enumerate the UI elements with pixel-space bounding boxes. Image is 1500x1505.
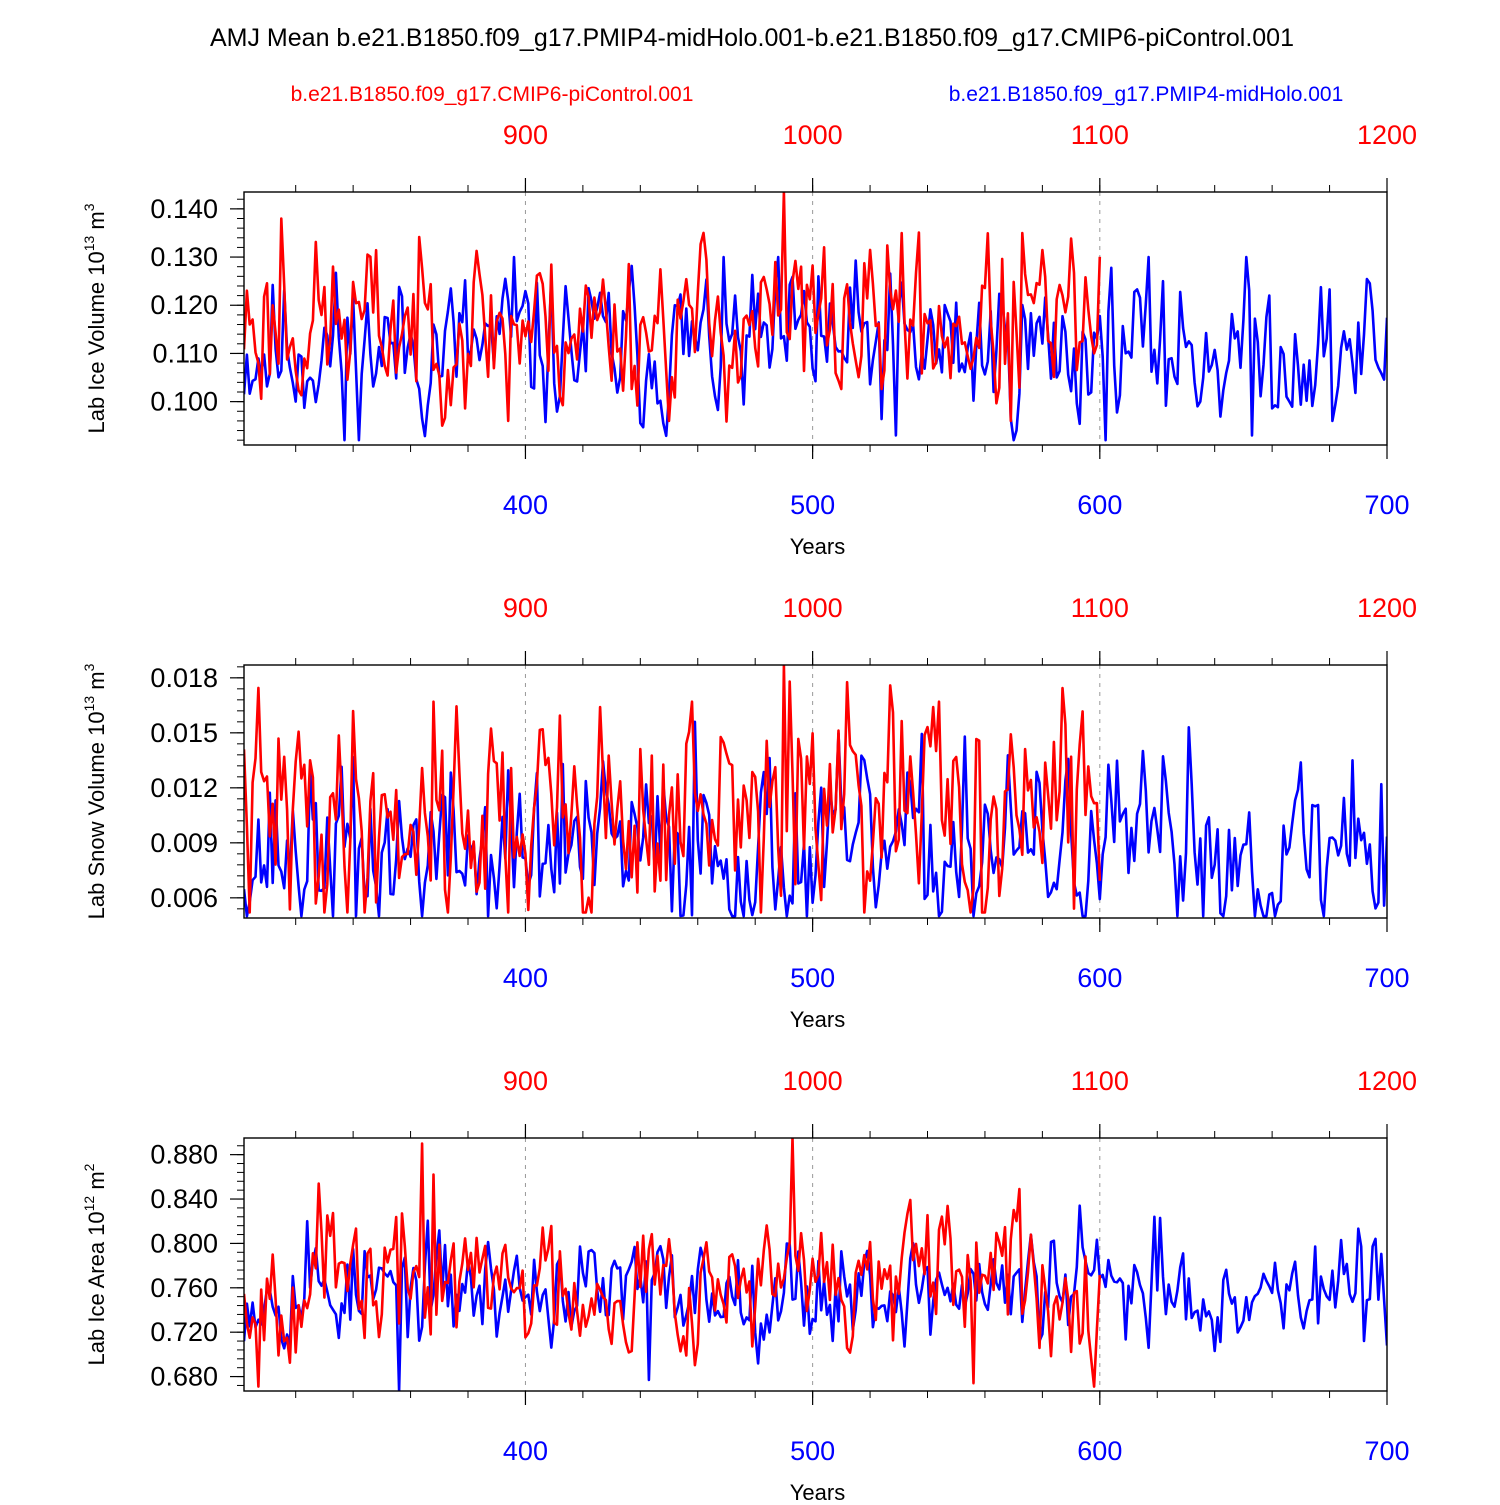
figure-title: AMJ Mean b.e21.B1850.f09_g17.PMIP4-midHo… [210, 24, 1294, 52]
x-tick-label-bottom: 500 [790, 1436, 835, 1466]
y-axis-label: Lab Ice Volume 1013 m3 [81, 203, 109, 433]
x-tick-label-top: 1100 [1071, 120, 1129, 150]
x-tick-label-top: 900 [503, 1066, 548, 1096]
x-tick-label-bottom: 600 [1077, 490, 1122, 520]
x-tick-label-top: 900 [503, 593, 548, 623]
y-axis-label: Lab Snow Volume 1013 m3 [81, 663, 109, 919]
x-tick-label-top: 1100 [1071, 593, 1129, 623]
x-tick-label-bottom: 700 [1364, 1436, 1409, 1466]
x-axis-label: Years [790, 534, 845, 559]
x-tick-label-top: 1200 [1357, 120, 1417, 150]
y-tick-label: 0.012 [150, 773, 218, 803]
y-tick-label: 0.140 [150, 194, 218, 224]
x-tick-label-bottom: 600 [1077, 963, 1122, 993]
x-axis-label: Years [790, 1007, 845, 1032]
legend-control-name: b.e21.B1850.f09_g17.CMIP6-piControl.001 [291, 83, 694, 106]
series-line-midholo [244, 1206, 1387, 1391]
x-tick-label-top: 1100 [1071, 1066, 1129, 1096]
y-tick-label: 0.840 [150, 1184, 218, 1214]
y-tick-label: 0.720 [150, 1317, 218, 1347]
x-tick-label-bottom: 500 [790, 490, 835, 520]
x-tick-label-top: 900 [503, 120, 548, 150]
x-tick-label-bottom: 400 [503, 1436, 548, 1466]
series-line-control [244, 192, 1100, 426]
y-tick-label: 0.006 [150, 883, 218, 913]
panel-2: 0.006 0.009 0.012 0.015 0.018 400 500 600 700 900… [81, 593, 1417, 1032]
x-tick-label-bottom: 400 [503, 963, 548, 993]
y-tick-label: 0.880 [150, 1140, 218, 1170]
y-tick-label: 0.018 [150, 663, 218, 693]
x-tick-label-top: 1000 [783, 1066, 843, 1096]
y-axis-label: Lab Ice Area 1012 m2 [81, 1163, 109, 1365]
y-tick-label: 0.110 [152, 338, 218, 368]
x-tick-label-bottom: 700 [1364, 963, 1409, 993]
panel-3: 0.680 0.720 0.760 0.800 0.840 0.880 400 500 600 7… [81, 1066, 1417, 1500]
x-tick-label-bottom: 500 [790, 963, 835, 993]
legend-midholo-name: b.e21.B1850.f09_g17.PMIP4-midHolo.001 [949, 83, 1344, 106]
x-tick-label-top: 1200 [1357, 1066, 1417, 1096]
x-tick-label-bottom: 700 [1364, 490, 1409, 520]
y-tick-label: 0.800 [150, 1228, 218, 1258]
x-axis-label: Years [790, 1480, 845, 1500]
series-line-control [244, 1138, 1100, 1387]
panel-1: 0.100 0.110 0.120 0.130 0.140 400 500 600 700 900… [81, 120, 1417, 559]
panels: 0.100 0.110 0.120 0.130 0.140 400 500 600 700 900… [81, 120, 1417, 1500]
x-tick-label-top: 1000 [783, 593, 843, 623]
figure: AMJ Mean b.e21.B1850.f09_g17.PMIP4-midHo… [0, 0, 1500, 1500]
plot-frame [244, 1138, 1387, 1391]
chart-figure: AMJ Mean b.e21.B1850.f09_g17.PMIP4-midHo… [0, 0, 1500, 1500]
x-tick-label-bottom: 600 [1077, 1436, 1122, 1466]
x-tick-label-top: 1000 [783, 120, 843, 150]
y-tick-label: 0.015 [150, 718, 218, 748]
y-tick-label: 0.100 [150, 387, 218, 417]
y-tick-label: 0.120 [150, 290, 218, 320]
y-tick-label: 0.680 [150, 1362, 218, 1392]
x-tick-label-bottom: 400 [503, 490, 548, 520]
y-tick-label: 0.130 [150, 242, 218, 272]
x-tick-label-top: 1200 [1357, 593, 1417, 623]
y-tick-label: 0.760 [150, 1273, 218, 1303]
y-tick-label: 0.009 [150, 828, 218, 858]
